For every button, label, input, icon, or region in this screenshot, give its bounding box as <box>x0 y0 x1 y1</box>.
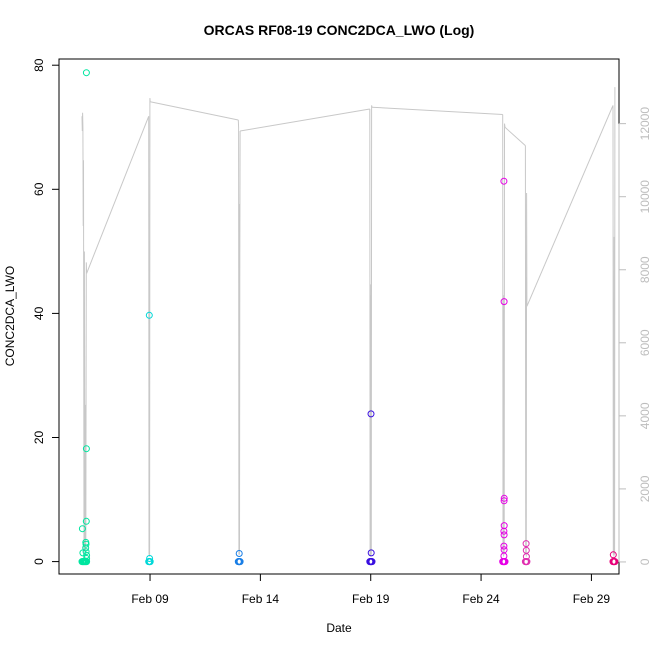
data-point <box>522 540 530 548</box>
data-point <box>146 555 154 562</box>
y2-tick-label: 2000 <box>638 475 650 502</box>
x-tick-label: Feb 09 <box>131 592 169 606</box>
y-axis: 0 20 40 60 80 <box>32 58 60 565</box>
data-point <box>83 551 91 559</box>
data-point <box>523 558 531 566</box>
trace-segment <box>240 108 370 132</box>
data-point <box>500 531 508 539</box>
data-point <box>500 177 508 185</box>
data-point <box>82 517 90 525</box>
trace-segment <box>502 114 506 557</box>
data-point <box>500 497 508 505</box>
data-point <box>500 552 508 560</box>
trace-segment <box>504 126 526 146</box>
data-points <box>78 69 619 566</box>
trace-segment <box>526 105 614 307</box>
data-point <box>367 410 375 418</box>
trace-lines <box>81 87 616 557</box>
data-point <box>82 445 90 453</box>
y-tick-label: 60 <box>32 182 46 196</box>
y-tick-label: 0 <box>32 558 46 565</box>
data-point <box>78 525 86 533</box>
y2-tick-label: 12000 <box>638 107 650 141</box>
x-tick-label: Feb 19 <box>352 592 390 606</box>
data-point <box>235 550 243 557</box>
data-point <box>500 542 508 550</box>
trace-segment <box>369 105 373 557</box>
trace-segment <box>81 112 88 555</box>
trace-segment <box>86 116 150 274</box>
trace-segment <box>612 87 616 557</box>
data-point <box>500 298 508 306</box>
y-axis-label: CONC2DCA_LWO <box>3 266 17 366</box>
x-axis: Feb 09 Feb 14 Feb 19 Feb 24 Feb 29 <box>131 573 611 606</box>
data-point <box>500 494 508 502</box>
y-tick-label: 40 <box>32 306 46 320</box>
chart-title: ORCAS RF08-19 CONC2DCA_LWO (Log) <box>204 22 475 38</box>
data-point <box>83 555 91 562</box>
data-point <box>145 311 153 319</box>
data-point <box>236 558 244 566</box>
y2-axis: 0 2000 4000 6000 8000 10000 12000 <box>618 107 650 565</box>
data-point <box>82 69 90 77</box>
x-axis-label: Date <box>326 621 352 635</box>
y2-tick-label: 4000 <box>638 402 650 429</box>
y-tick-label: 80 <box>32 58 46 72</box>
y2-tick-label: 6000 <box>638 329 650 356</box>
trace-segment <box>237 119 241 555</box>
y2-tick-label: 0 <box>638 558 650 565</box>
data-point <box>368 558 376 566</box>
y2-tick-label: 10000 <box>638 180 650 214</box>
y2-tick-label: 8000 <box>638 256 650 283</box>
trace-segment <box>148 98 151 557</box>
data-point <box>82 540 90 548</box>
trace-segment <box>150 101 239 121</box>
data-point <box>609 551 617 559</box>
trace-segment <box>371 106 503 115</box>
data-point <box>611 558 619 566</box>
data-point <box>500 527 508 535</box>
x-tick-label: Feb 24 <box>462 592 500 606</box>
data-point <box>522 553 530 561</box>
y-tick-label: 20 <box>32 430 46 444</box>
data-point <box>367 549 375 557</box>
plot-frame <box>58 58 620 575</box>
data-point <box>146 558 154 566</box>
data-point <box>82 548 90 556</box>
x-tick-label: Feb 29 <box>573 592 611 606</box>
trace-segment <box>524 145 528 557</box>
x-tick-label: Feb 14 <box>242 592 280 606</box>
